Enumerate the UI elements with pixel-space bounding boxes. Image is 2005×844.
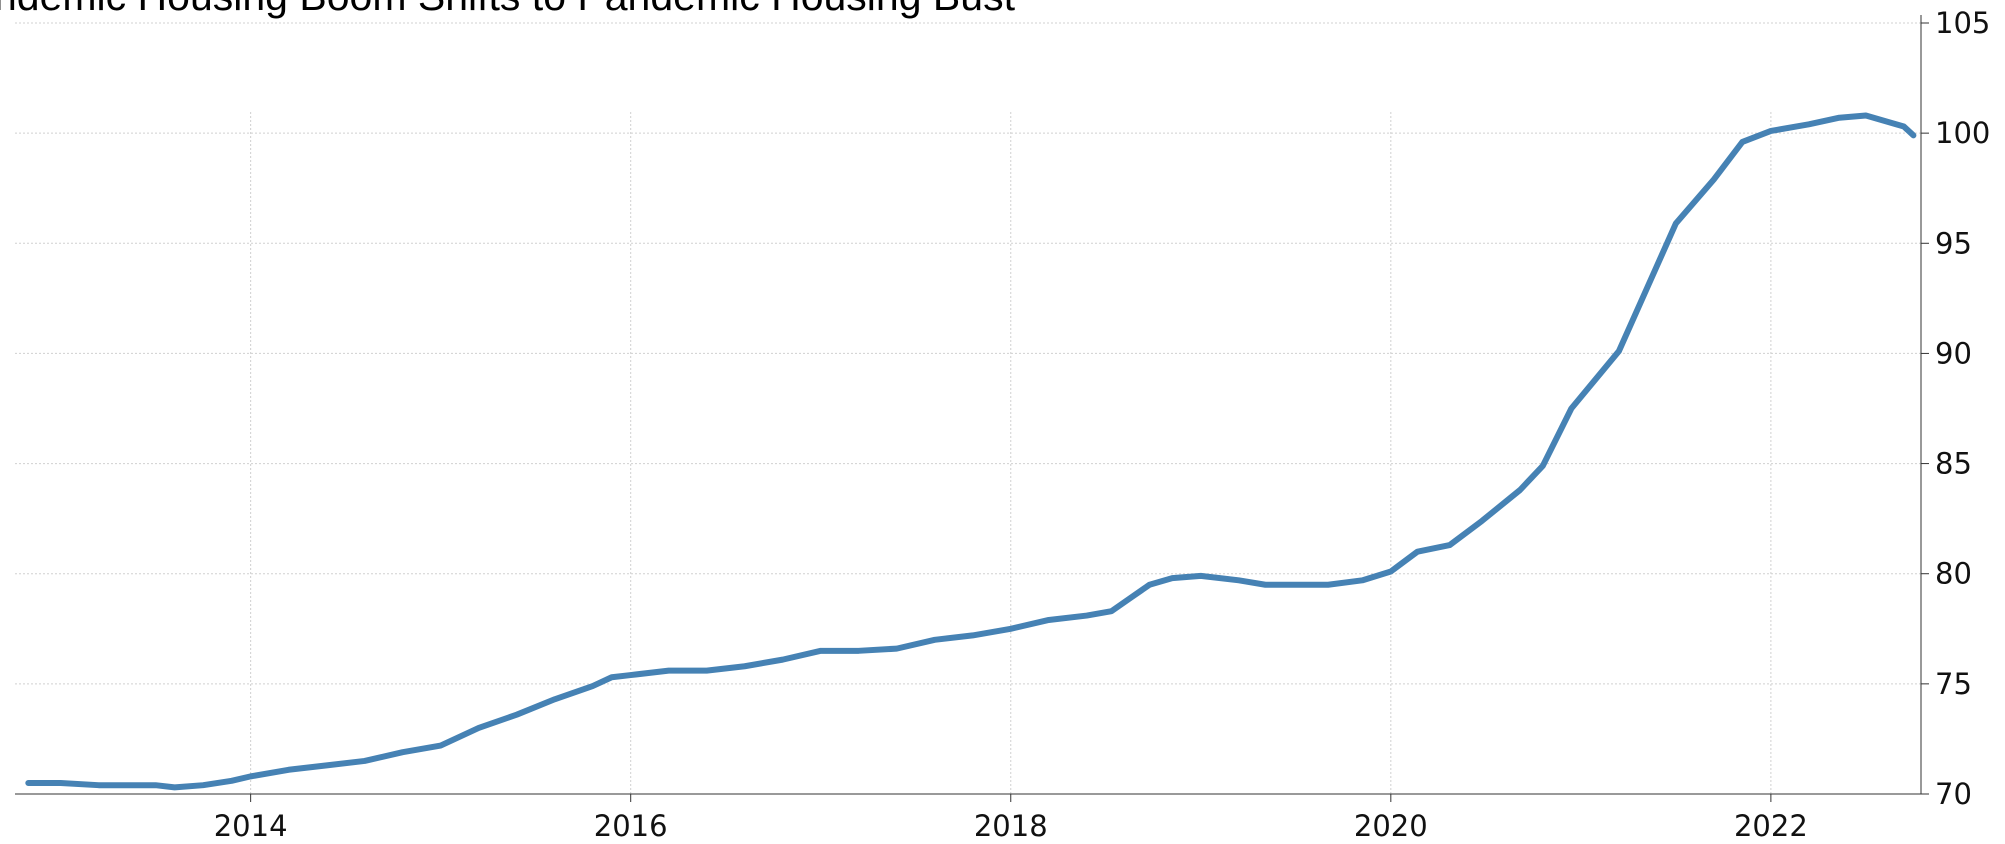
x-tick-label: 2018: [974, 809, 1048, 843]
y-tick-label: 75: [1935, 667, 1972, 701]
chart-title: ndemic Housing Boom Shifts to Pandemic H…: [0, 0, 1016, 19]
y-tick-label: 85: [1935, 447, 1972, 481]
y-tick-label: 90: [1935, 336, 1972, 370]
y-tick-label: 100: [1935, 116, 1990, 150]
y-tick-label: 95: [1935, 226, 1972, 260]
x-tick-label: 2016: [594, 809, 668, 843]
data-line: [25, 112, 1917, 791]
x-tick-label: 2014: [214, 809, 288, 843]
y-tick-label: 80: [1935, 557, 1972, 591]
y-tick-label: 105: [1935, 6, 1990, 40]
x-tick-label: 2020: [1354, 809, 1428, 843]
x-tick-label: 2022: [1734, 809, 1808, 843]
y-tick-label: 70: [1935, 777, 1972, 811]
